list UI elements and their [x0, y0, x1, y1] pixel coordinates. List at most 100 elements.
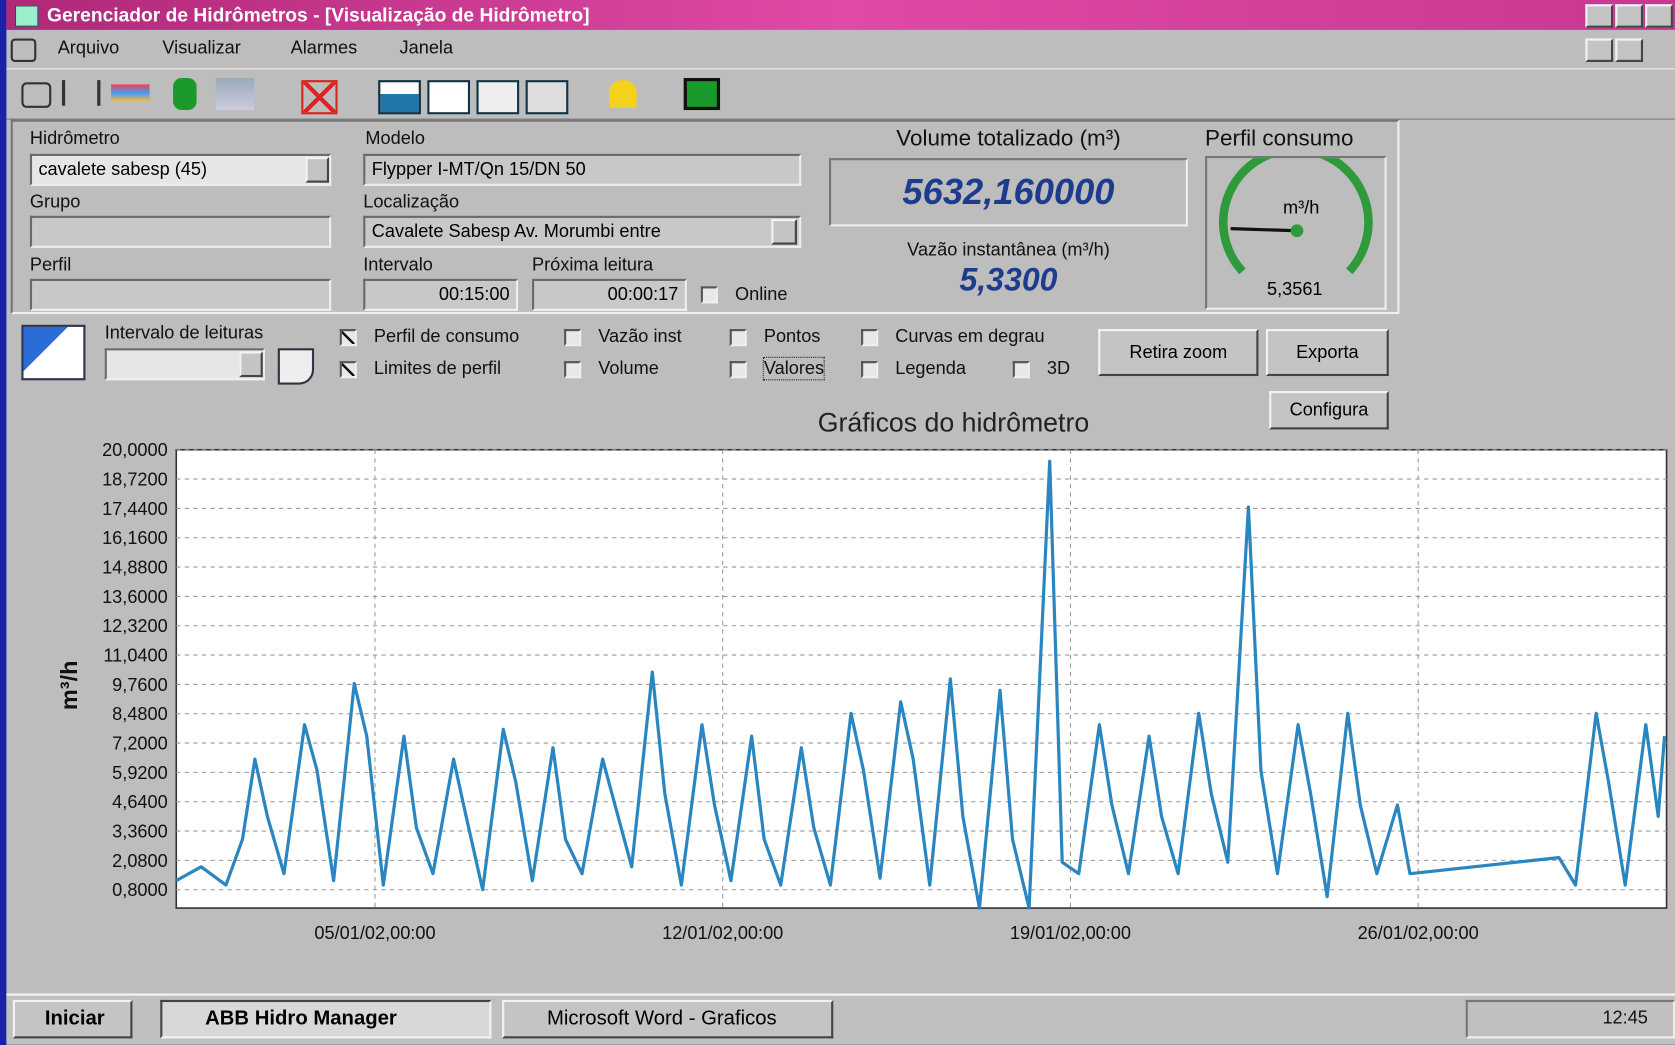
hidrometro-combo[interactable]: cavalete sabesp (45): [30, 154, 331, 186]
tool-icon[interactable]: [21, 82, 51, 108]
window: Gerenciador de Hidrômetros - [Visualizaç…: [6, 0, 1675, 1043]
label: Perfil: [30, 254, 71, 275]
y-tick-label: 14,8800: [102, 557, 168, 577]
doc-minimize[interactable]: [1585, 38, 1613, 62]
tool-icon[interactable]: [62, 80, 100, 106]
gauge: m³/h 5,3561: [1207, 158, 1384, 308]
option-label: Perfil de consumo: [374, 326, 519, 347]
task-button[interactable]: Microsoft Word - Graficos: [502, 1000, 833, 1038]
x-tick-label: 05/01/02,00:00: [314, 923, 435, 943]
chart: Gráficos do hidrômetro 0,8000 2,0800 3,3600…: [6, 385, 1675, 983]
x-tick-label: 12/01/02,00:00: [662, 923, 783, 943]
tool-icon[interactable]: [378, 80, 421, 114]
tool-icon[interactable]: [526, 80, 569, 114]
menu-item[interactable]: Arquivo: [58, 37, 120, 58]
y-tick-label: 17,4400: [102, 499, 168, 519]
vazao-value: 5,3300: [829, 263, 1188, 299]
tool-icon[interactable]: [476, 80, 519, 114]
option-checkbox[interactable]: [564, 361, 581, 378]
option-checkbox[interactable]: [861, 329, 878, 346]
label: Intervalo: [363, 254, 433, 275]
y-tick-label: 12,3200: [102, 616, 168, 636]
option-checkbox[interactable]: [340, 361, 357, 378]
button[interactable]: Configura: [1269, 391, 1389, 429]
intervalo-field: 00:15:00: [363, 279, 518, 311]
gauge-box: m³/h 5,3561: [1205, 156, 1387, 310]
tool-icon[interactable]: [111, 84, 149, 101]
y-tick-label: 5,9200: [112, 763, 168, 783]
option-label: Curvas em degrau: [895, 326, 1044, 347]
button[interactable]: Retira zoom: [1098, 329, 1258, 376]
proxima-field: 00:00:17: [532, 279, 687, 311]
label: Modelo: [365, 128, 425, 149]
chart-title: Gráficos do hidrômetro: [818, 408, 1089, 438]
y-tick-label: 4,6400: [112, 792, 168, 812]
perfil-field[interactable]: [30, 279, 331, 311]
menu-item[interactable]: Alarmes: [291, 37, 358, 58]
app-icon: [15, 5, 39, 26]
option-checkbox[interactable]: [730, 361, 747, 378]
option-checkbox[interactable]: [730, 329, 747, 346]
label: Online: [735, 284, 787, 305]
online-checkbox[interactable]: [701, 286, 718, 303]
option-label: 3D: [1047, 358, 1070, 379]
gauge-hub: [1291, 224, 1304, 237]
tool-icon[interactable]: [684, 78, 720, 110]
option-checkbox[interactable]: [564, 329, 581, 346]
grupo-field[interactable]: [30, 216, 331, 248]
graph-icon[interactable]: [21, 325, 85, 381]
label: Volume totalizado (m³): [829, 126, 1188, 152]
option-label: Legenda: [895, 358, 966, 379]
tool-icon[interactable]: [301, 80, 337, 114]
menu-item[interactable]: Visualizar: [162, 37, 240, 58]
window-title: Gerenciador de Hidrômetros - [Visualizaç…: [47, 4, 589, 26]
label: Perfil consumo: [1205, 126, 1353, 152]
plot-area: [176, 450, 1666, 908]
tool-icon[interactable]: [609, 80, 637, 108]
y-tick-label: 9,7600: [112, 675, 168, 695]
y-tick-label: 20,0000: [102, 440, 168, 460]
maximize-button[interactable]: [1615, 4, 1643, 28]
option-label: Valores: [764, 358, 824, 379]
y-tick-label: 8,4800: [112, 704, 168, 724]
y-tick-label: 11,0400: [103, 645, 167, 665]
start-button[interactable]: Iniciar: [13, 1000, 133, 1038]
page: Gerenciador de Hidrômetros - [Visualizaç…: [0, 0, 1675, 1043]
tool-icon[interactable]: [427, 80, 470, 114]
x-tick-label: 19/01/02,00:00: [1010, 923, 1131, 943]
tool-icon[interactable]: [216, 78, 254, 110]
doc-maximize[interactable]: [1615, 38, 1643, 62]
close-button[interactable]: [1645, 4, 1673, 28]
option-checkbox[interactable]: [1013, 361, 1030, 378]
localizacao-field: Cavalete Sabesp Av. Morumbi entre: [363, 216, 801, 248]
y-tick-label: 7,2000: [112, 733, 168, 753]
y-tick-label: 18,7200: [102, 469, 168, 489]
option-checkbox[interactable]: [340, 329, 357, 346]
combo-arrow[interactable]: [306, 157, 330, 183]
combo-arrow[interactable]: [239, 351, 263, 377]
label: Intervalo de leituras: [105, 323, 264, 344]
y-tick-label: 16,1600: [102, 528, 168, 548]
option-label: Limites de perfil: [374, 358, 501, 379]
gauge-value: 5,3561: [1267, 279, 1323, 299]
toolbar: [6, 68, 1675, 119]
button[interactable]: Exporta: [1266, 329, 1389, 376]
label: Localização: [363, 191, 459, 212]
y-tick-label: 13,6000: [102, 587, 168, 607]
y-tick-label: 0,8000: [112, 880, 168, 900]
spin-button[interactable]: [771, 219, 797, 245]
y-axis-label: m³/h: [56, 661, 82, 711]
tool-icon[interactable]: [173, 78, 197, 110]
label: Próxima leitura: [532, 254, 653, 275]
gauge-unit: m³/h: [1283, 198, 1319, 218]
option-label: Pontos: [764, 326, 821, 347]
calendar-icon[interactable]: [278, 348, 314, 384]
y-tick-label: 2,0800: [112, 851, 168, 871]
option-checkbox[interactable]: [861, 361, 878, 378]
label: Hidrômetro: [30, 128, 120, 149]
task-button[interactable]: ABB Hidro Manager: [160, 1000, 491, 1038]
menu-item[interactable]: Janela: [400, 37, 454, 58]
label: Vazão instantânea (m³/h): [829, 239, 1188, 260]
minimize-button[interactable]: [1585, 4, 1613, 28]
y-tick-label: 3,3600: [112, 821, 168, 841]
